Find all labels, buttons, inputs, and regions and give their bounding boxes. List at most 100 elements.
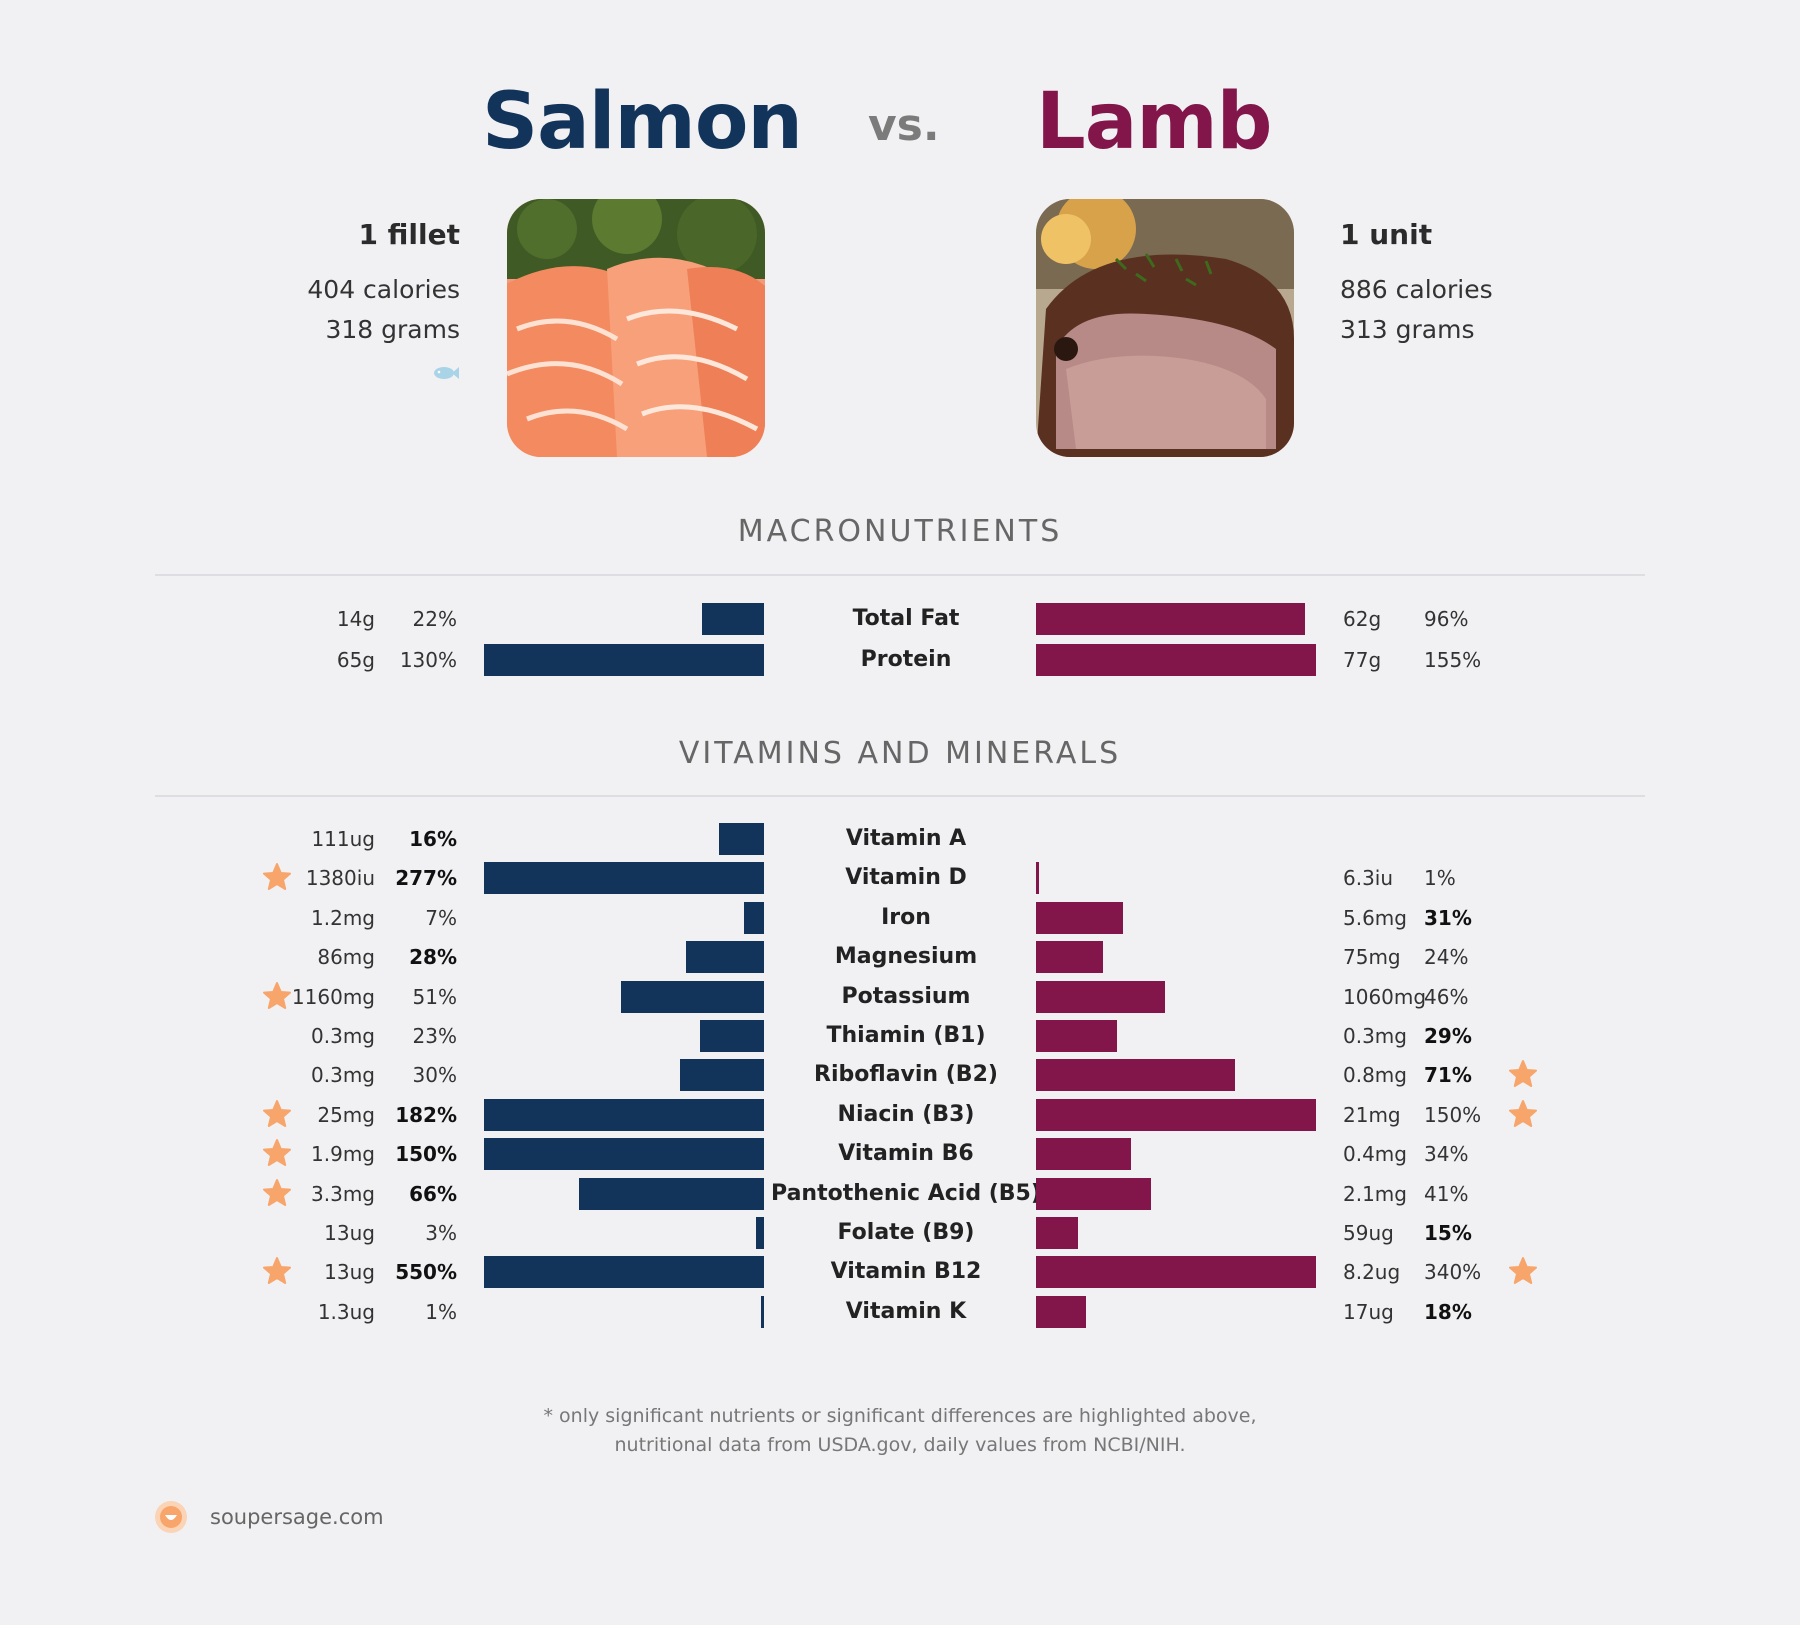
- left-bar: [699, 1020, 764, 1052]
- left-highlight-star-icon: [262, 1138, 292, 1168]
- right-calories: 886 calories: [1340, 275, 1493, 304]
- right-weight: 313 grams: [1340, 315, 1475, 344]
- left-percent: 22%: [412, 607, 457, 631]
- right-bar: [1036, 1020, 1118, 1052]
- right-percent: 71%: [1424, 1063, 1472, 1088]
- left-bar: [484, 1138, 764, 1171]
- right-percent: 340%: [1424, 1260, 1482, 1285]
- right-bar: [1036, 1177, 1151, 1210]
- left-weight: 318 grams: [325, 315, 460, 344]
- lamb-image: [1036, 199, 1294, 457]
- nutrient-row: 3.3mg 66% Pantothenic Acid (B5) 2.1mg 41%: [0, 1177, 1800, 1210]
- left-percent: 28%: [409, 945, 457, 970]
- left-amount: 0.3mg: [311, 1024, 375, 1048]
- nutrient-row: 1160mg 51% Potassium 1060mg 46%: [0, 980, 1800, 1013]
- right-serving: 1 unit: [1340, 218, 1433, 251]
- nutrient-name: Riboflavin (B2): [814, 1062, 998, 1088]
- left-amount: 14g: [336, 607, 375, 631]
- left-calories: 404 calories: [307, 275, 460, 304]
- left-amount: 1160mg: [291, 984, 375, 1009]
- right-highlight-star-icon: [1508, 1256, 1538, 1286]
- left-highlight-star-icon: [262, 981, 292, 1011]
- right-amount: 0.8mg: [1343, 1063, 1407, 1088]
- left-amount: 13ug: [324, 1260, 375, 1285]
- nutrient-row: 1.3ug 1% Vitamin K 17ug 18%: [0, 1295, 1800, 1328]
- right-amount: 59ug: [1343, 1221, 1394, 1245]
- left-amount: 1.2mg: [311, 905, 375, 930]
- nutrient-name: Potassium: [841, 983, 971, 1009]
- left-highlight-star-icon: [262, 862, 292, 892]
- left-bar: [761, 1295, 764, 1328]
- left-highlight-star-icon: [262, 1256, 292, 1286]
- footnote-line-1: * only significant nutrients or signific…: [543, 1405, 1257, 1427]
- right-amount: 0.4mg: [1343, 1142, 1407, 1167]
- left-percent: 277%: [395, 866, 457, 891]
- right-amount: 17ug: [1343, 1299, 1394, 1324]
- salmon-image: [507, 199, 765, 457]
- left-percent: 16%: [409, 827, 457, 851]
- left-percent: 1%: [425, 1299, 457, 1324]
- nutrient-row: 1.2mg 7% Iron 5.6mg 31%: [0, 901, 1800, 934]
- nutrient-name: Vitamin B6: [838, 1141, 974, 1167]
- nutrient-row: 86mg 28% Magnesium 75mg 24%: [0, 941, 1800, 974]
- left-highlight-star-icon: [262, 1099, 292, 1129]
- left-food-title: Salmon: [482, 77, 803, 167]
- nutrient-row: 13ug 550% Vitamin B12 8.2ug 340%: [0, 1256, 1800, 1289]
- right-bar: [1036, 1059, 1235, 1092]
- macronutrients-heading: MACRONUTRIENTS: [737, 514, 1063, 549]
- left-amount: 65g: [336, 648, 375, 672]
- left-bar: [484, 862, 764, 895]
- right-amount: 1060mg: [1343, 984, 1427, 1009]
- nutrient-name: Thiamin (B1): [826, 1023, 986, 1048]
- left-amount: 3.3mg: [311, 1181, 375, 1206]
- right-highlight-star-icon: [1508, 1059, 1538, 1089]
- left-percent: 550%: [395, 1260, 457, 1285]
- right-amount: 5.6mg: [1343, 905, 1407, 930]
- right-bar: [1036, 862, 1039, 895]
- nutrient-name: Vitamin K: [845, 1298, 967, 1324]
- left-percent: 3%: [425, 1221, 457, 1245]
- nutrient-name: Vitamin D: [845, 865, 967, 891]
- right-percent: 1%: [1424, 866, 1456, 891]
- nutrient-name: Iron: [881, 904, 931, 930]
- nutrient-row: 0.3mg 30% Riboflavin (B2) 0.8mg 71%: [0, 1059, 1800, 1092]
- nutrient-row: 13ug 3% Folate (B9) 59ug 15%: [0, 1217, 1800, 1249]
- left-bar: [484, 1098, 764, 1131]
- left-percent: 23%: [412, 1024, 457, 1048]
- nutrient-row: 65g 130% Protein 77g 155%: [0, 644, 1800, 676]
- left-percent: 182%: [395, 1102, 457, 1127]
- right-bar: [1036, 644, 1316, 676]
- left-amount: 13ug: [324, 1221, 375, 1245]
- nutrient-row: 111ug 16% Vitamin A: [0, 823, 1800, 855]
- left-amount: 0.3mg: [311, 1063, 375, 1088]
- macros-divider: [155, 574, 1645, 576]
- right-percent: 15%: [1424, 1221, 1472, 1245]
- right-amount: 6.3iu: [1343, 866, 1394, 891]
- vs-label: vs.: [868, 100, 940, 151]
- brand-link[interactable]: soupersage.com: [210, 1505, 384, 1529]
- nutrient-row: 1.9mg 150% Vitamin B6 0.4mg 34%: [0, 1138, 1800, 1171]
- nutrient-row: 1380iu 277% Vitamin D 6.3iu 1%: [0, 862, 1800, 895]
- left-bar: [719, 823, 764, 855]
- left-bar: [484, 644, 764, 676]
- vitamins-heading: VITAMINS AND MINERALS: [678, 736, 1122, 771]
- left-percent: 66%: [409, 1181, 457, 1206]
- left-serving: 1 fillet: [358, 218, 460, 251]
- right-percent: 18%: [1424, 1299, 1472, 1324]
- nutrient-name: Pantothenic Acid (B5): [771, 1180, 1041, 1206]
- nutrient-name: Magnesium: [834, 944, 978, 970]
- left-bar: [680, 1059, 764, 1092]
- right-bar: [1036, 1217, 1078, 1249]
- nutrient-name: Folate (B9): [837, 1220, 975, 1245]
- right-percent: 46%: [1424, 984, 1469, 1009]
- right-percent: 29%: [1424, 1024, 1472, 1048]
- right-amount: 0.3mg: [1343, 1024, 1407, 1048]
- left-bar: [579, 1177, 764, 1210]
- right-bar: [1036, 1098, 1316, 1131]
- left-amount: 25mg: [317, 1102, 375, 1127]
- left-bar: [744, 901, 764, 934]
- left-percent: 150%: [395, 1142, 457, 1167]
- left-highlight-star-icon: [262, 1178, 292, 1208]
- right-bar: [1036, 941, 1104, 974]
- right-amount: 62g: [1343, 607, 1382, 631]
